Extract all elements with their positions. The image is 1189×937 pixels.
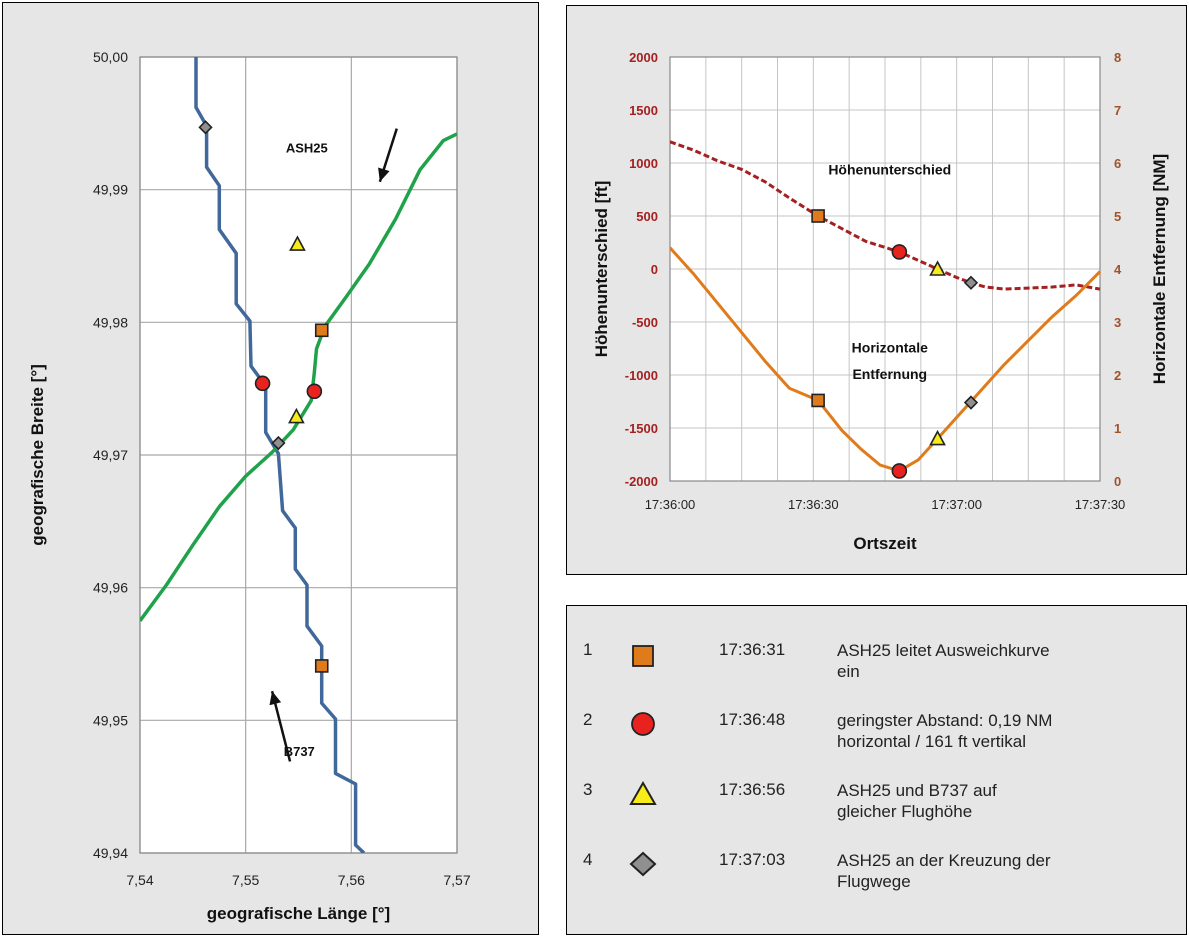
legend-row-description-line: Flugwege xyxy=(837,872,911,891)
legend-row-description-line: ASH25 und B737 auf xyxy=(837,781,997,800)
circle-marker xyxy=(254,375,271,392)
y-tick-label: 49,95 xyxy=(93,712,128,728)
legend-row-description: ASH25 leitet Ausweichkurve ein xyxy=(837,640,1167,682)
y2-tick-label: 0 xyxy=(1114,474,1121,489)
legend-row-description: ASH25 an der Kreuzung der Flugwege xyxy=(837,850,1167,892)
y2-tick-label: 2 xyxy=(1114,368,1121,383)
legend-row-3: 3 17:36:56 ASH25 und B737 auf gleicher F… xyxy=(567,780,1186,850)
legend-row-description-line: horizontal / 161 ft vertikal xyxy=(837,732,1026,751)
direction-arrow-head xyxy=(378,167,390,182)
diamond-marker xyxy=(198,120,213,135)
circle-marker xyxy=(306,383,323,400)
diamond-marker xyxy=(963,395,979,410)
map-chart-panel: 7,54 7,55 7,56 7,57 49,94 49,95 49,96 49,97 49,9… xyxy=(2,2,539,935)
legend-row-description: ASH25 und B737 auf gleicher Flughöhe xyxy=(837,780,1167,822)
square-marker xyxy=(314,659,329,673)
legend-row-time: 17:36:31 xyxy=(719,640,786,659)
legend-row-description-line: geringster Abstand: 0,19 NM xyxy=(837,711,1053,730)
annotation-label: Horizontale xyxy=(852,340,928,356)
square-marker-icon xyxy=(632,645,654,667)
y-tick-label: 49,94 xyxy=(93,845,128,861)
annotation-label: B737 xyxy=(284,744,315,759)
y-tick-label: 49,97 xyxy=(93,447,128,463)
legend-row-description-line: ASH25 an der Kreuzung der xyxy=(837,851,1051,870)
triangle-marker xyxy=(289,235,306,251)
diamond-marker xyxy=(963,275,979,290)
legend-row-1: 1 17:36:31 ASH25 leitet Ausweichkurve ei… xyxy=(567,640,1186,710)
legend-row-description-line: ein xyxy=(837,662,860,681)
x-tick-label: 17:37:00 xyxy=(931,497,982,512)
legend-row-number: 4 xyxy=(583,850,593,869)
y-tick-label: -1500 xyxy=(625,421,658,436)
y-tick-label: -2000 xyxy=(625,474,658,489)
y2-tick-label: 8 xyxy=(1114,50,1121,65)
x-axis-title: geografische Länge [°] xyxy=(207,904,390,923)
square-marker xyxy=(811,209,825,223)
map-chart: 7,54 7,55 7,56 7,57 49,94 49,95 49,96 49,97 49,9… xyxy=(28,49,471,923)
y-tick-label: 50,00 xyxy=(93,49,128,65)
y-axis-title: Höhenunterschied [ft] xyxy=(592,181,611,358)
legend-row-number: 3 xyxy=(583,780,593,799)
plot-border xyxy=(139,56,458,854)
legend-row-number: 2 xyxy=(583,710,593,729)
direction-arrow-head xyxy=(269,691,282,706)
diamond-marker-icon xyxy=(629,851,657,877)
altitude-chart: 2000 8 1500 7 1000 6 500 5 0 4 -500 3 -1000 2 -1500 1 -2… xyxy=(592,50,1169,553)
y-tick-label: 500 xyxy=(636,209,658,224)
legend-row-4: 4 17:37:03 ASH25 an der Kreuzung der Flu… xyxy=(567,850,1186,920)
y-tick-label: 49,99 xyxy=(93,182,128,198)
annotation-label: Entfernung xyxy=(852,366,927,382)
y2-tick-label: 6 xyxy=(1114,156,1121,171)
legend-row-description-line: ASH25 leitet Ausweichkurve xyxy=(837,641,1050,660)
x-tick-label: 7,56 xyxy=(338,872,365,888)
square-marker xyxy=(314,323,329,338)
circle-marker xyxy=(891,244,908,260)
circle-marker xyxy=(891,463,908,479)
legend-row-description-line: gleicher Flughöhe xyxy=(837,802,973,821)
y2-axis-title: Horizontale Entfernung [NM] xyxy=(1150,154,1169,384)
y-tick-label: -1000 xyxy=(625,368,658,383)
circle-marker-icon xyxy=(631,712,655,736)
y-axis-title: geografische Breite [°] xyxy=(28,364,47,546)
annotation-label: Höhenunterschied xyxy=(828,162,951,178)
y-tick-label: 49,96 xyxy=(93,580,128,596)
altitude-chart-panel: 2000 8 1500 7 1000 6 500 5 0 4 -500 3 -1000 2 -1500 1 -2… xyxy=(566,5,1187,575)
annotation-label: ASH25 xyxy=(286,141,328,156)
triangle-marker-icon xyxy=(629,780,657,805)
x-tick-label: 17:37:30 xyxy=(1075,497,1126,512)
triangle-marker xyxy=(929,260,946,276)
x-tick-label: 17:36:00 xyxy=(645,497,696,512)
x-tick-label: 7,54 xyxy=(126,872,153,888)
legend-row-time: 17:37:03 xyxy=(719,850,786,869)
event-legend-panel: 1 17:36:31 ASH25 leitet Ausweichkurve ei… xyxy=(566,605,1187,935)
y2-tick-label: 1 xyxy=(1114,421,1121,436)
x-tick-label: 7,57 xyxy=(443,872,470,888)
y-tick-label: 2000 xyxy=(629,50,658,65)
y2-tick-label: 4 xyxy=(1114,262,1122,277)
y-tick-label: 49,98 xyxy=(93,314,128,330)
series-line-b737 xyxy=(194,57,366,853)
diamond-marker xyxy=(271,435,286,451)
legend-row-2: 2 17:36:48 geringster Abstand: 0,19 NM h… xyxy=(567,710,1186,780)
triangle-marker xyxy=(288,407,305,424)
x-axis-title: Ortszeit xyxy=(853,534,917,553)
y2-tick-label: 3 xyxy=(1114,315,1121,330)
square-marker xyxy=(811,393,825,408)
legend-row-description: geringster Abstand: 0,19 NM horizontal /… xyxy=(837,710,1167,752)
legend-row-time: 17:36:56 xyxy=(719,780,786,799)
y-tick-label: 1500 xyxy=(629,103,658,118)
triangle-marker xyxy=(929,429,946,446)
y-tick-label: -500 xyxy=(632,315,658,330)
legend-row-time: 17:36:48 xyxy=(719,710,786,729)
y2-tick-label: 7 xyxy=(1114,103,1121,118)
plot-border xyxy=(669,56,1101,482)
legend-row-number: 1 xyxy=(583,640,593,659)
x-tick-label: 17:36:30 xyxy=(788,497,839,512)
y-tick-label: 0 xyxy=(651,262,658,277)
y-tick-label: 1000 xyxy=(629,156,658,171)
series-line-ash25 xyxy=(140,132,457,622)
y2-tick-label: 5 xyxy=(1114,209,1121,224)
x-tick-label: 7,55 xyxy=(232,872,259,888)
